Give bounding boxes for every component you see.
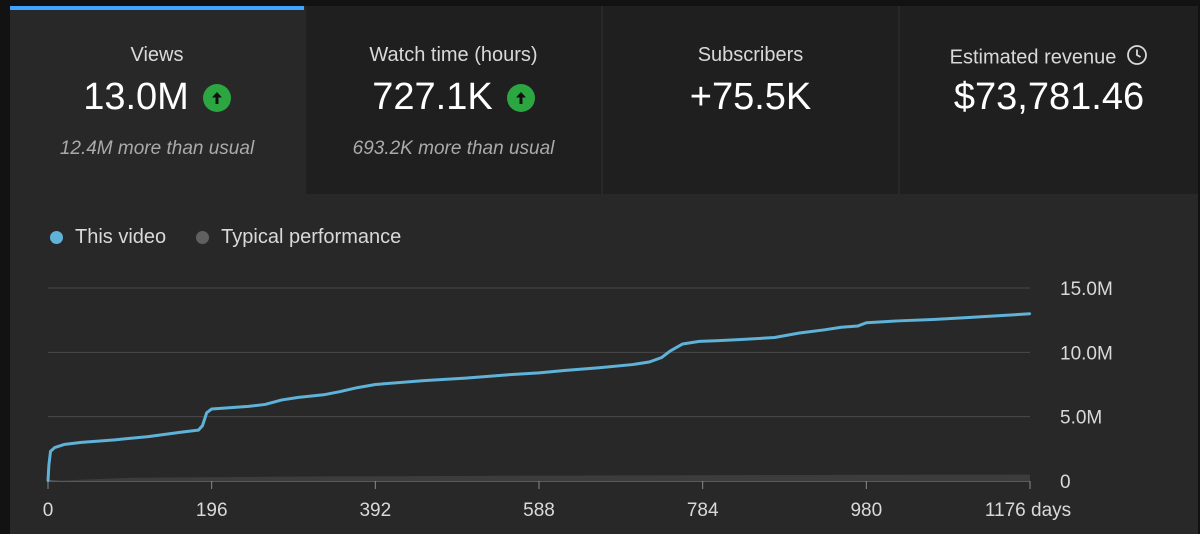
legend-item-typical[interactable]: Typical performance bbox=[196, 226, 401, 249]
data-point bbox=[931, 318, 935, 321]
views-card[interactable]: Views 13.0M 12.4M more than usual bbox=[10, 6, 304, 194]
x-tick-label: 196 bbox=[196, 500, 228, 521]
data-point bbox=[823, 328, 826, 332]
y-tick-label: 0 bbox=[1060, 472, 1071, 493]
this-video-line bbox=[46, 312, 1031, 482]
data-point bbox=[998, 314, 1002, 317]
data-point bbox=[46, 479, 50, 483]
data-point bbox=[280, 398, 284, 402]
data-point bbox=[564, 369, 567, 372]
data-point bbox=[422, 379, 425, 382]
data-point bbox=[339, 390, 342, 393]
data-point bbox=[840, 326, 843, 329]
watch-time-value: 727.1K bbox=[372, 76, 493, 118]
x-tick-label: 784 bbox=[687, 500, 719, 521]
views-comparison: 12.4M more than usual bbox=[59, 138, 255, 159]
data-point bbox=[180, 430, 183, 434]
metric-cards: Views 13.0M 12.4M more than usual Watch … bbox=[10, 6, 1198, 194]
data-point bbox=[147, 435, 150, 438]
data-point bbox=[648, 360, 651, 364]
data-point bbox=[898, 319, 901, 323]
data-point bbox=[297, 396, 300, 399]
legend-label: Typical performance bbox=[221, 226, 402, 248]
data-point bbox=[506, 373, 509, 377]
revenue-value: $73,781.46 bbox=[953, 76, 1145, 118]
data-point bbox=[210, 407, 213, 411]
watch-time-comparison: 693.2K more than usual bbox=[352, 138, 555, 159]
data-point bbox=[201, 424, 204, 427]
data-point bbox=[53, 446, 56, 449]
analytics-panel: Views 13.0M 12.4M more than usual Watch … bbox=[10, 6, 1198, 534]
clock-icon[interactable] bbox=[1126, 44, 1148, 72]
views-line-chart: 0 5.0M 10.0M 15.0M 0 196 392 588 784 980 1176 days bbox=[43, 279, 1113, 521]
subscribers-value: +75.5K bbox=[689, 76, 812, 118]
data-point bbox=[660, 356, 663, 359]
active-tab-indicator bbox=[10, 6, 304, 10]
data-point bbox=[247, 405, 250, 408]
subscribers-label: Subscribers bbox=[697, 44, 804, 66]
arrow-up-icon bbox=[202, 83, 231, 112]
watch-time-label: Watch time (hours) bbox=[369, 44, 538, 66]
y-tick-label: 15.0M bbox=[1060, 279, 1113, 300]
legend-dot bbox=[196, 231, 210, 244]
data-point bbox=[537, 371, 541, 375]
revenue-label: Estimated revenue bbox=[949, 46, 1117, 69]
data-point bbox=[63, 443, 66, 446]
views-value: 13.0M bbox=[83, 76, 189, 118]
data-point bbox=[322, 393, 325, 396]
data-point bbox=[668, 349, 672, 353]
data-point bbox=[113, 438, 117, 442]
data-point bbox=[773, 336, 776, 339]
revenue-card[interactable]: Estimated revenue $73,781.46 bbox=[900, 6, 1198, 194]
legend-dot bbox=[50, 231, 63, 244]
x-tick-label: 392 bbox=[359, 500, 391, 521]
data-point bbox=[464, 376, 467, 380]
data-point bbox=[49, 450, 52, 453]
data-point bbox=[856, 324, 860, 328]
data-point bbox=[47, 464, 51, 467]
data-point bbox=[197, 428, 200, 432]
data-point bbox=[865, 321, 868, 324]
data-point bbox=[263, 403, 267, 406]
data-point bbox=[80, 441, 83, 444]
arrow-up-icon bbox=[506, 83, 535, 112]
views-label: Views bbox=[130, 44, 184, 66]
y-tick-label: 5.0M bbox=[1060, 408, 1102, 429]
data-point bbox=[739, 338, 743, 341]
x-tick-label: 588 bbox=[523, 500, 555, 521]
x-tick-label: 0 bbox=[43, 500, 54, 521]
data-point bbox=[714, 339, 718, 342]
x-tick-label: 980 bbox=[850, 500, 882, 521]
chart-legend: This video Typical performance bbox=[50, 226, 401, 249]
typical-performance-area bbox=[48, 474, 1030, 481]
data-point bbox=[1028, 312, 1032, 315]
data-point bbox=[374, 383, 377, 386]
subscribers-card[interactable]: Subscribers +75.5K bbox=[603, 6, 898, 194]
x-tick-label: 1176 days bbox=[985, 500, 1071, 521]
data-point bbox=[205, 411, 208, 415]
data-point bbox=[355, 386, 359, 389]
data-point bbox=[698, 340, 701, 343]
watch-time-card[interactable]: Watch time (hours) 727.1K 693.2K more th… bbox=[306, 6, 601, 194]
data-point bbox=[965, 316, 968, 319]
data-point bbox=[798, 331, 801, 335]
data-point bbox=[681, 342, 684, 346]
legend-label: This video bbox=[75, 226, 167, 248]
revenue-label-row: Estimated revenue bbox=[900, 44, 1198, 72]
data-point bbox=[631, 363, 634, 366]
y-tick-label: 10.0M bbox=[1060, 343, 1113, 364]
legend-item-this-video[interactable]: This video bbox=[50, 226, 166, 249]
data-point bbox=[597, 366, 601, 369]
